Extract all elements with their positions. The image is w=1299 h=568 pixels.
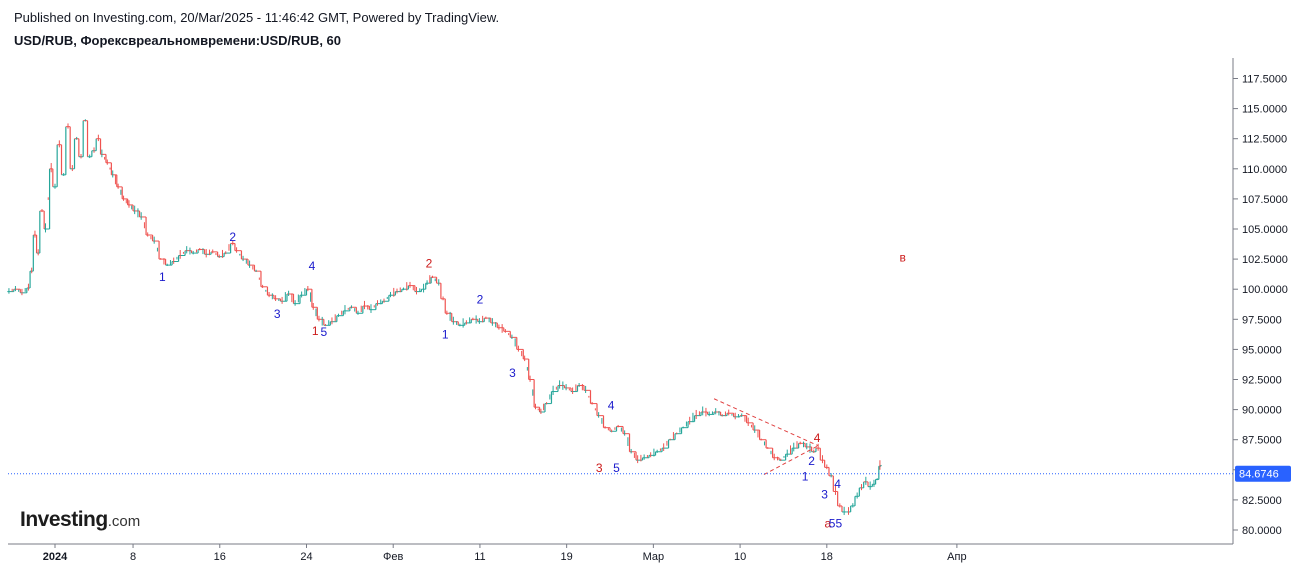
wave-label: 5: [320, 325, 327, 339]
x-tick-label: Апр: [947, 551, 966, 563]
wave-label: 3: [509, 366, 516, 380]
y-tick-label: 105.0000: [1242, 224, 1288, 236]
x-tick-label: Мар: [643, 551, 665, 563]
y-tick-label: 82.5000: [1242, 495, 1282, 507]
last-price-badge: [1235, 465, 1291, 482]
investing-logo: Investing.com: [20, 508, 140, 532]
logo-brand: Investing: [20, 508, 108, 531]
y-tick-label: 100.0000: [1242, 284, 1288, 296]
wave-label: a: [825, 517, 832, 531]
wave-label: 4: [608, 399, 615, 413]
y-tick-label: 87.5000: [1242, 435, 1282, 447]
price-series: [7, 119, 882, 516]
x-tick-label: 10: [734, 551, 746, 563]
y-tick-label: 102.5000: [1242, 254, 1288, 266]
x-tick-label: 18: [821, 551, 833, 563]
wave-label: 2: [808, 454, 815, 468]
chart-title: USD/RUB, Форексвреальномвремени:USD/RUB,…: [14, 33, 342, 48]
x-tick-label: 2024: [43, 551, 68, 563]
y-tick-label: 112.5000: [1242, 134, 1287, 146]
wave-label: 4: [814, 431, 821, 445]
wave-label: 3: [596, 461, 603, 475]
wave-label: 1: [159, 270, 166, 284]
y-tick-label: 90.0000: [1242, 405, 1282, 417]
wave-label: 55: [829, 517, 843, 531]
y-tick-label: 92.5000: [1242, 375, 1282, 387]
x-tick-label: Фев: [383, 551, 403, 563]
x-tick-label: 8: [130, 551, 136, 563]
y-tick-label: 110.0000: [1242, 164, 1287, 176]
wave-label: 2: [229, 230, 236, 244]
wave-label: 5: [613, 461, 620, 475]
y-tick-label: 117.5000: [1242, 74, 1287, 86]
x-tick-label: 11: [474, 551, 485, 563]
y-tick-label: 107.5000: [1242, 194, 1288, 206]
axes: 117.5000 115.0000 112.5000 110.0000 107.5000…: [8, 58, 1288, 563]
wave-label: 1: [312, 324, 319, 338]
wave-label: 3: [274, 307, 281, 321]
y-tick-label: 80.0000: [1242, 525, 1282, 537]
y-tick-label: 97.5000: [1242, 314, 1282, 326]
x-tick-label: 16: [214, 551, 226, 563]
wave-label: 4: [834, 477, 841, 491]
x-tick-label: 24: [300, 551, 312, 563]
last-price-label: 84.6746: [1239, 469, 1279, 481]
wave-label: 3: [821, 488, 828, 502]
wave-label: в: [900, 251, 906, 265]
wave-label: 1: [802, 470, 809, 484]
pattern-dashed-line: [713, 398, 819, 447]
last-price-line: 84.6746: [8, 465, 1291, 482]
y-tick-label: 95.0000: [1242, 344, 1282, 356]
pattern-dashed-line: [763, 445, 819, 476]
x-tick-label: 19: [561, 551, 573, 563]
wave-label: 1: [442, 328, 449, 342]
wave-label: 2: [477, 293, 484, 307]
wave-label: 4: [309, 259, 316, 273]
pattern-lines: [713, 398, 819, 476]
wave-label: 2: [426, 257, 433, 271]
y-tick-label: 115.0000: [1242, 104, 1287, 116]
logo-suffix: .com: [107, 513, 141, 530]
published-caption: Published on Investing.com, 20/Mar/2025 …: [14, 10, 500, 25]
